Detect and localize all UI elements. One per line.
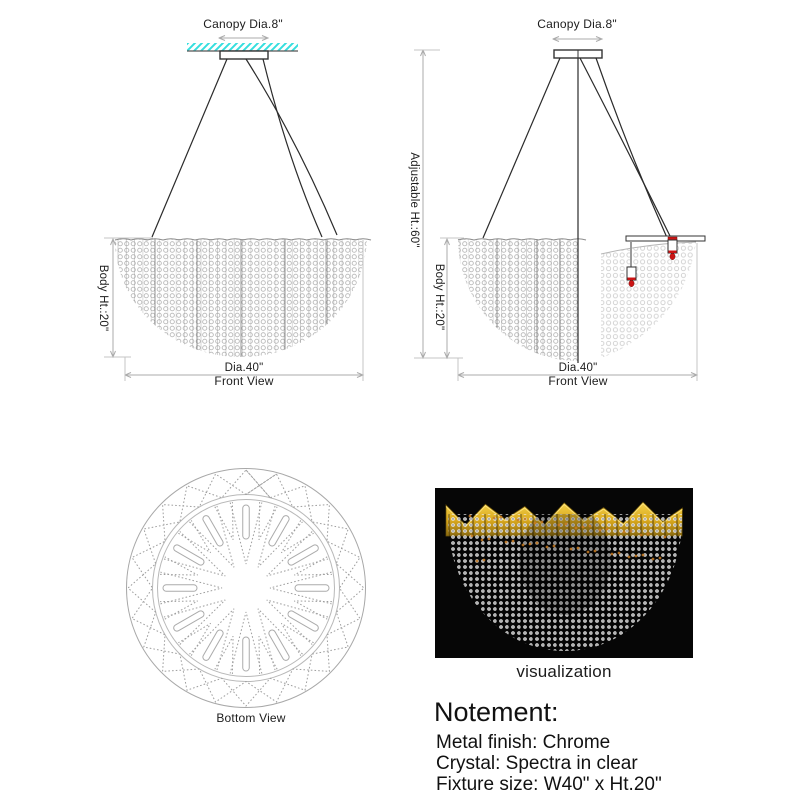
front-view-label-right: Front View: [548, 374, 608, 388]
note-metal-finish: Metal finish: Chrome: [436, 732, 611, 753]
adjustable-height-label: Adjustable Ht.:60": [408, 152, 420, 248]
diameter-label-right: Dia.40": [558, 362, 598, 374]
canopy-diameter-label-left: Canopy Dia.8": [203, 17, 283, 31]
front-view-label-left: Front View: [214, 374, 274, 388]
body-height-label-right: Body Ht.:20": [433, 263, 445, 331]
diameter-label-left: Dia.40": [224, 362, 264, 374]
bottom-view-label: Bottom View: [216, 711, 286, 725]
body-height-label-left: Body Ht.:20": [97, 264, 109, 332]
visualization-caption: visualization: [516, 662, 612, 681]
note-fixture-size: Fixture size: W40" x Ht.20": [436, 774, 662, 795]
notes-title: Notement:: [434, 697, 559, 727]
canopy-diameter-label-right: Canopy Dia.8": [537, 17, 617, 31]
note-crystal: Crystal: Spectra in clear: [436, 753, 638, 774]
